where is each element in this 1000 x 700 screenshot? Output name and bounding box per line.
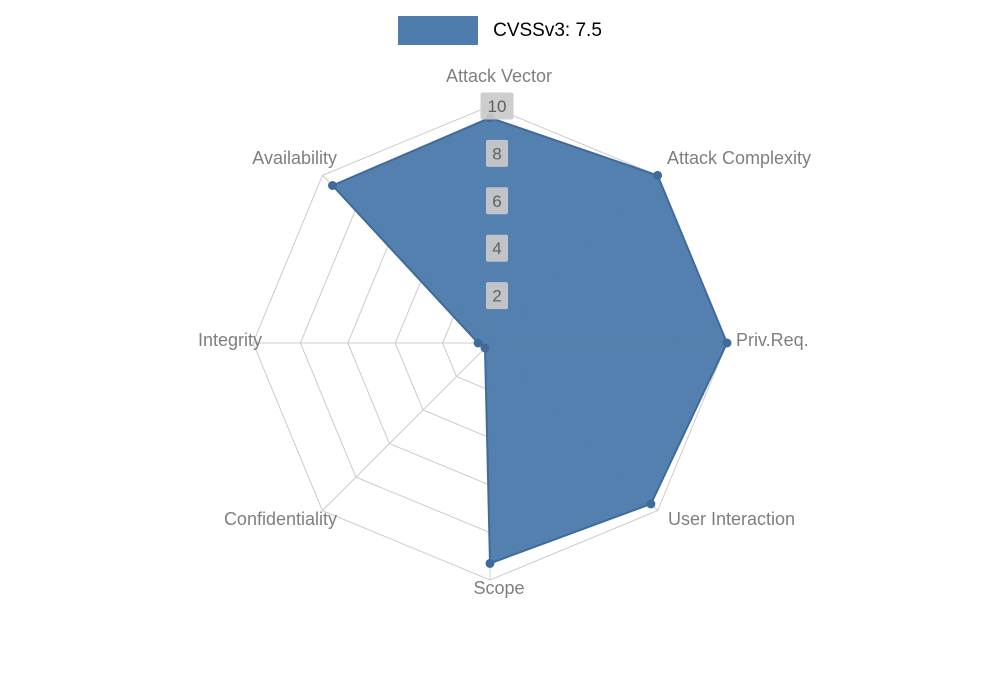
tick-label-10: 10 — [488, 97, 507, 116]
axis-label-integrity: Integrity — [198, 330, 262, 350]
tick-box-4 — [486, 234, 508, 262]
series-polygon-cvssv3-7-5[interactable] — [331, 116, 728, 565]
axis-label-attack-vector: Attack Vector — [446, 66, 552, 86]
data-point-user-interaction[interactable] — [646, 499, 656, 509]
chart-legend[interactable]: CVSSv3: 7.5 — [0, 16, 1000, 45]
tick-label-8: 8 — [492, 144, 501, 163]
axis-label-confidentiality: Confidentiality — [224, 509, 337, 529]
axis-label-priv-req: Priv.Req. — [736, 330, 809, 350]
legend-swatch — [398, 16, 479, 45]
data-point-priv-req[interactable] — [722, 338, 732, 348]
data-point-integrity[interactable] — [473, 338, 483, 348]
tick-label-6: 6 — [492, 192, 501, 211]
data-point-attack-complexity[interactable] — [653, 170, 663, 180]
tick-box-2 — [486, 282, 508, 310]
tick-label-4: 4 — [492, 239, 501, 258]
data-point-scope[interactable] — [485, 558, 495, 568]
data-point-availability[interactable] — [328, 181, 337, 190]
axis-label-availability: Availability — [252, 148, 337, 168]
axis-spoke-confidentiality — [322, 342, 491, 511]
tick-box-8 — [486, 139, 508, 167]
legend-label: CVSSv3: 7.5 — [493, 20, 602, 41]
tick-box-10 — [480, 92, 514, 120]
axis-label-attack-complexity: Attack Complexity — [667, 148, 811, 168]
axis-label-user-interaction: User Interaction — [668, 509, 795, 529]
axis-label-scope: Scope — [473, 578, 524, 598]
tick-label-2: 2 — [492, 287, 501, 306]
data-point-confidentiality[interactable] — [480, 343, 490, 353]
tick-box-6 — [486, 187, 508, 215]
